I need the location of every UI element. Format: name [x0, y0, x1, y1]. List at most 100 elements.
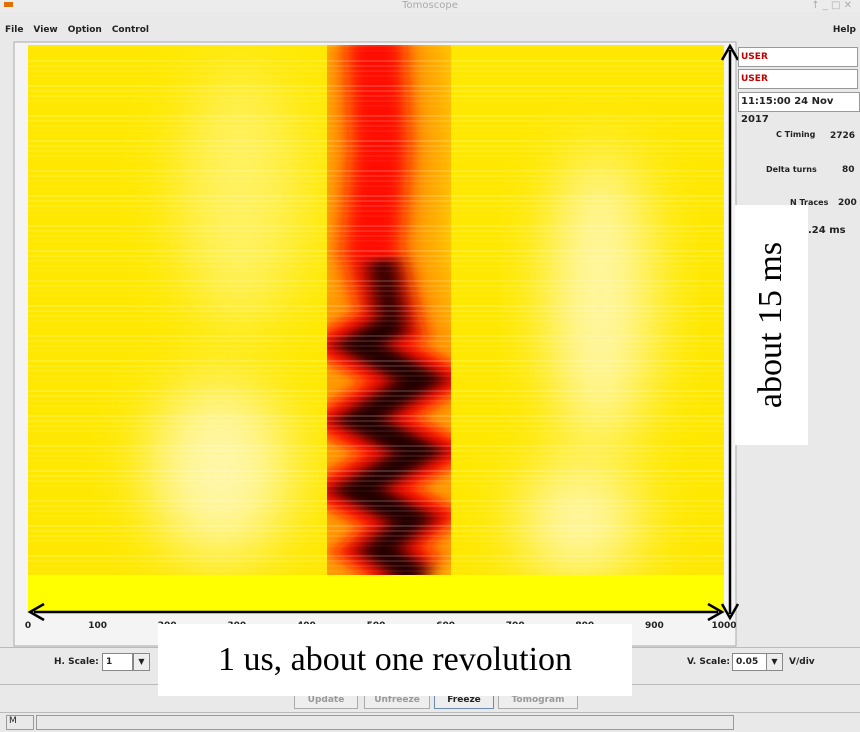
horizontal-annotation: 1 us, about one revolution — [158, 624, 632, 696]
heatmap-stripe — [28, 70, 724, 72]
timestamp: 11:15:00 24 Nov 2017 — [738, 92, 860, 112]
heatmap-stripe — [28, 200, 724, 202]
user-field: USER — [738, 47, 858, 67]
heatmap-stripe — [28, 130, 724, 132]
heatmap-stripe — [28, 420, 724, 422]
status-message — [36, 715, 734, 730]
heatmap-stripe — [28, 415, 724, 417]
heatmap — [28, 40, 724, 580]
heatmap-stripe — [28, 400, 724, 402]
heatmap-stripe — [28, 450, 724, 452]
heatmap-stripe — [28, 325, 724, 327]
heatmap-stripe — [28, 105, 724, 107]
heatmap-stripe — [28, 395, 724, 397]
heatmap-stripe — [28, 370, 724, 372]
heatmap-stripe — [28, 475, 724, 477]
heatmap-stripe — [28, 335, 724, 337]
heatmap-stripe — [28, 350, 724, 352]
heatmap-stripe — [28, 460, 724, 462]
heatmap-stripe — [28, 310, 724, 312]
heatmap-stripe — [28, 570, 724, 572]
heatmap-stripe — [28, 90, 724, 92]
x-tick-label: 1000 — [711, 621, 736, 631]
heatmap-stripe — [28, 410, 724, 412]
n-traces-value[interactable]: 200 — [838, 198, 857, 208]
heatmap-stripe — [28, 250, 724, 252]
heatmap-stripe — [28, 175, 724, 177]
heatmap-stripe — [28, 485, 724, 487]
heatmap-stripe — [28, 210, 724, 212]
status-mode: M — [6, 715, 34, 730]
heatmap-stripe — [28, 45, 724, 47]
heatmap-stripe — [28, 225, 724, 227]
heatmap-stripe — [28, 215, 724, 217]
c-timing-label: C Timing — [776, 130, 815, 139]
h-scale-combo[interactable]: 1 — [102, 653, 133, 671]
heatmap-stripe — [28, 305, 724, 307]
user-field: USER — [738, 69, 858, 89]
v-scale-dropdown[interactable]: ▼ — [766, 653, 783, 671]
heatmap-stripe — [28, 280, 724, 282]
heatmap-stripe — [28, 205, 724, 207]
heatmap-stripe — [28, 155, 724, 157]
heatmap-stripe — [28, 315, 724, 317]
heatmap-stripe — [28, 290, 724, 292]
heatmap-stripe — [28, 355, 724, 357]
heatmap-stripe — [28, 375, 724, 377]
heatmap-stripe — [28, 185, 724, 187]
heatmap-stripe — [28, 465, 724, 467]
duration: .24 ms — [808, 225, 846, 236]
heatmap-stripe — [28, 510, 724, 512]
heatmap-stripe — [28, 100, 724, 102]
heatmap-stripe — [28, 245, 724, 247]
heatmap-stripe — [28, 260, 724, 262]
heatmap-stripe — [28, 190, 724, 192]
delta-turns-label: Delta turns — [766, 165, 817, 174]
heatmap-stripe — [28, 170, 724, 172]
h-scale-dropdown[interactable]: ▼ — [133, 653, 150, 671]
heatmap-stripe — [28, 545, 724, 547]
heatmap-stripe — [28, 65, 724, 67]
heatmap-stripe — [28, 180, 724, 182]
heatmap-stripe — [28, 160, 724, 162]
heatmap-stripe — [28, 505, 724, 507]
v-scale-combo[interactable]: 0.05 — [732, 653, 767, 671]
heatmap-stripe — [28, 560, 724, 562]
heatmap-stripe — [28, 95, 724, 97]
heatmap-stripe — [28, 140, 724, 142]
app-window: Tomoscope ↑ _ □ ✕ FileViewOptionControl … — [0, 0, 860, 731]
heatmap-stripe — [28, 470, 724, 472]
plot: 01002003004005006007008009001000 — [0, 0, 860, 731]
heatmap-stripe — [28, 60, 724, 62]
heatmap-stripe — [28, 405, 724, 407]
delta-turns-value[interactable]: 80 — [842, 165, 855, 175]
heatmap-stripe — [28, 455, 724, 457]
heatmap-stripe — [28, 445, 724, 447]
v-scale-label: V. Scale: — [687, 657, 730, 667]
heatmap-stripe — [28, 340, 724, 342]
heatmap-stripe — [28, 75, 724, 77]
heatmap-stripe — [28, 80, 724, 82]
heatmap-stripe — [28, 240, 724, 242]
heatmap-stripe — [28, 365, 724, 367]
heatmap-stripe — [28, 270, 724, 272]
heatmap-stripe — [28, 435, 724, 437]
heatmap-stripe — [28, 195, 724, 197]
heatmap-stripe — [28, 530, 724, 532]
heatmap-stripe — [28, 150, 724, 152]
c-timing-value[interactable]: 2726 — [830, 131, 855, 141]
heatmap-stripe — [28, 490, 724, 492]
heatmap-stripe — [28, 520, 724, 522]
heatmap-stripe — [28, 230, 724, 232]
heatmap-stripe — [28, 390, 724, 392]
heatmap-stripe — [28, 235, 724, 237]
heatmap-stripe — [28, 565, 724, 567]
heatmap-stripe — [28, 430, 724, 432]
heatmap-stripe — [28, 135, 724, 137]
heatmap-stripe — [28, 345, 724, 347]
heatmap-stripe — [28, 535, 724, 537]
heatmap-stripe — [28, 425, 724, 427]
heatmap-stripe — [28, 50, 724, 52]
heatmap-stripe — [28, 380, 724, 382]
x-tick-label: 900 — [645, 621, 664, 631]
